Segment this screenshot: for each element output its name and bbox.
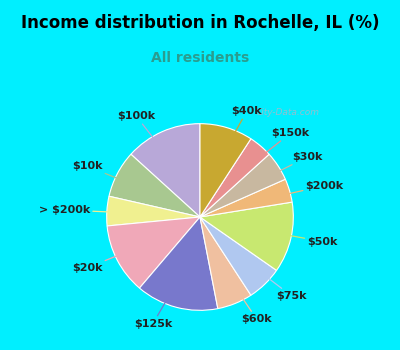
Text: $20k: $20k bbox=[72, 239, 157, 273]
Wedge shape bbox=[131, 124, 200, 217]
Wedge shape bbox=[200, 217, 276, 295]
Wedge shape bbox=[200, 179, 292, 217]
Wedge shape bbox=[200, 154, 285, 217]
Text: All residents: All residents bbox=[151, 51, 249, 65]
Wedge shape bbox=[200, 139, 269, 217]
Text: $60k: $60k bbox=[218, 262, 272, 324]
Text: Income distribution in Rochelle, IL (%): Income distribution in Rochelle, IL (%) bbox=[21, 14, 379, 32]
Wedge shape bbox=[200, 202, 293, 271]
Text: $10k: $10k bbox=[72, 161, 157, 195]
Text: $100k: $100k bbox=[117, 111, 180, 173]
Text: $50k: $50k bbox=[247, 228, 338, 246]
Text: $200k: $200k bbox=[246, 181, 344, 203]
Text: $30k: $30k bbox=[241, 152, 323, 190]
Wedge shape bbox=[140, 217, 218, 310]
Text: $125k: $125k bbox=[134, 264, 188, 329]
Text: City-Data.com: City-Data.com bbox=[256, 108, 320, 117]
Text: > $200k: > $200k bbox=[39, 205, 152, 215]
Wedge shape bbox=[107, 217, 200, 288]
Wedge shape bbox=[200, 124, 251, 217]
Text: $150k: $150k bbox=[232, 128, 310, 180]
Wedge shape bbox=[107, 196, 200, 226]
Wedge shape bbox=[109, 154, 200, 217]
Text: $40k: $40k bbox=[214, 106, 262, 170]
Text: $75k: $75k bbox=[234, 252, 307, 301]
Wedge shape bbox=[200, 217, 251, 309]
